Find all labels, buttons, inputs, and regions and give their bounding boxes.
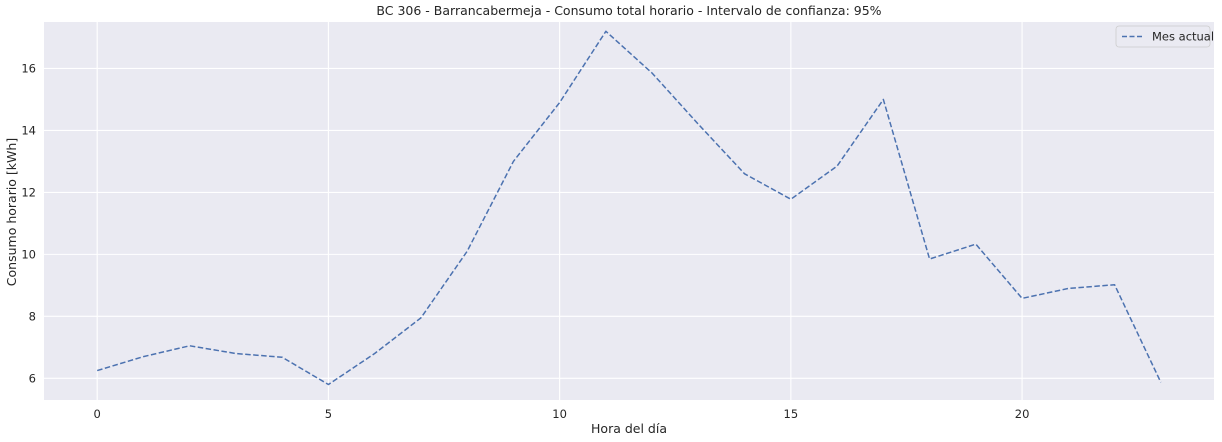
x-tick-label: 0 xyxy=(94,407,101,421)
x-tick-label: 10 xyxy=(552,407,567,421)
x-axis-label: Hora del día xyxy=(591,421,667,436)
y-axis-ticks: 6 8 10 12 14 16 xyxy=(21,61,36,385)
y-axis-label: Consumo horario [kWh] xyxy=(4,138,19,286)
legend-box xyxy=(1115,25,1211,48)
y-tick-label: 10 xyxy=(21,247,36,261)
series-line xyxy=(96,30,1162,386)
x-axis-ticks: 0 5 10 15 20 xyxy=(94,407,1030,421)
y-tick-label: 16 xyxy=(21,61,36,75)
y-tick-label: 14 xyxy=(21,123,36,137)
grid xyxy=(44,22,1214,400)
x-tick-label: 15 xyxy=(784,407,799,421)
legend: Mes actual xyxy=(1115,25,1214,48)
chart-title: BC 306 - Barrancabermeja - Consumo total… xyxy=(376,3,881,18)
y-tick-label: 6 xyxy=(29,371,36,385)
x-tick-label: 20 xyxy=(1015,407,1030,421)
legend-label: Mes actual xyxy=(1152,30,1214,44)
x-tick-label: 5 xyxy=(325,407,332,421)
y-tick-label: 8 xyxy=(29,309,36,323)
plot-area xyxy=(44,22,1214,400)
series-layer xyxy=(96,30,1162,386)
y-tick-label: 12 xyxy=(21,185,36,199)
